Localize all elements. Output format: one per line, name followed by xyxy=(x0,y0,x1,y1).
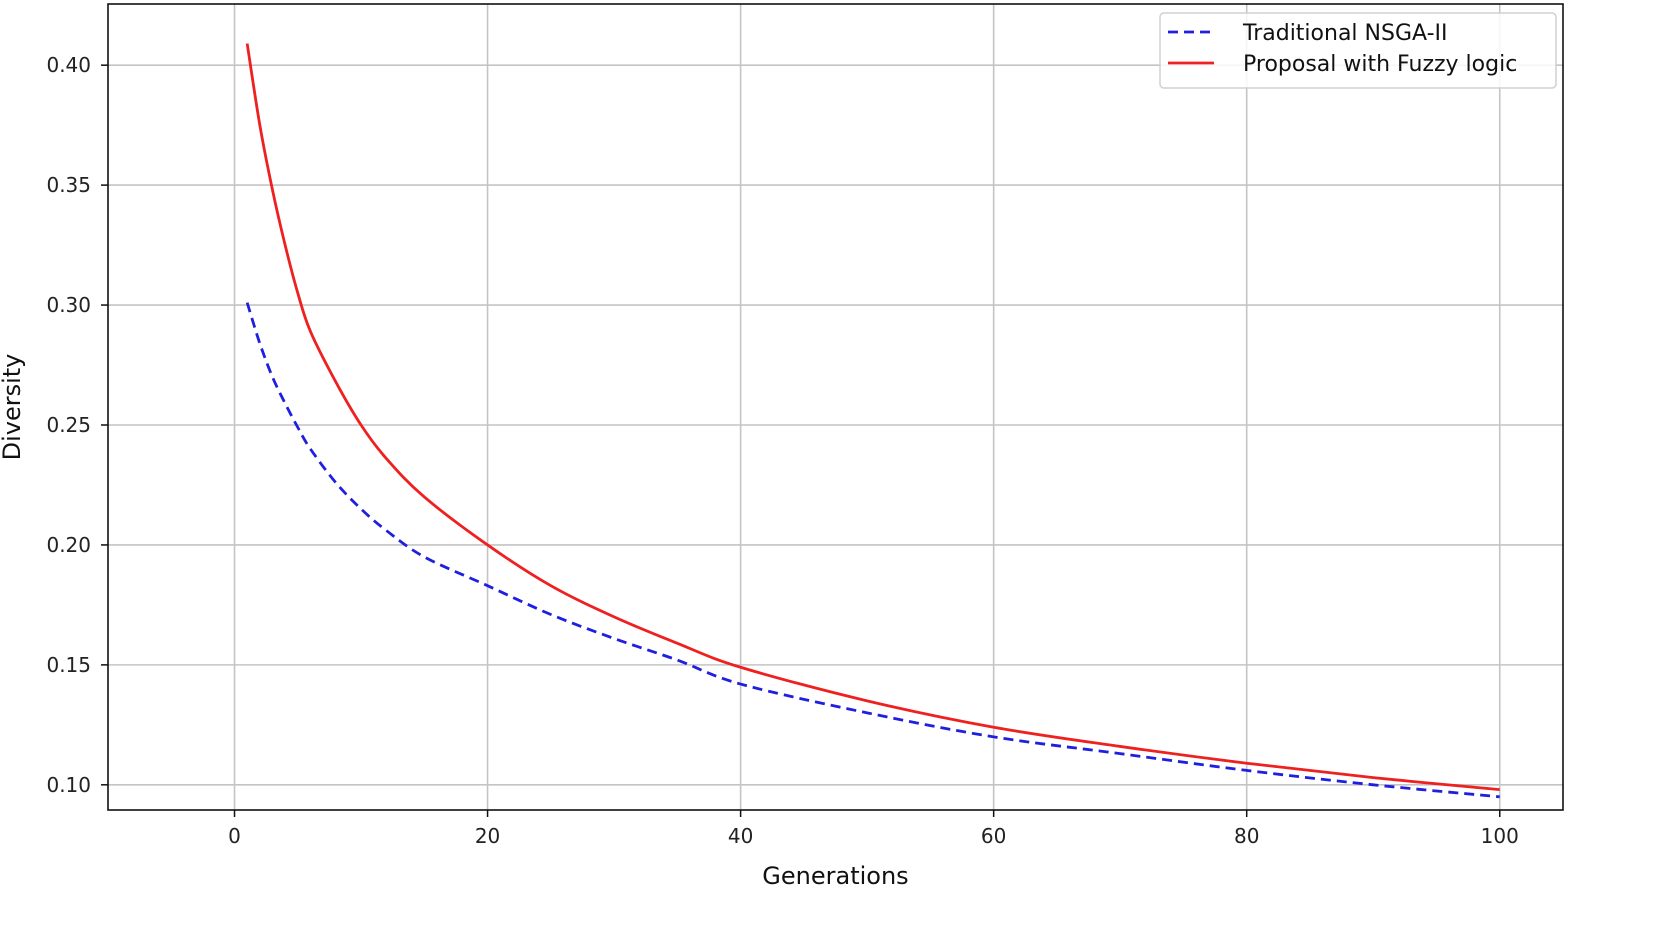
legend-label-proposal-with-fuzzy-logic: Proposal with Fuzzy logic xyxy=(1243,52,1517,77)
x-tick-label: 0 xyxy=(228,824,241,848)
y-tick-label: 0.10 xyxy=(46,773,91,797)
x-tick-label: 40 xyxy=(728,824,753,848)
series-lines xyxy=(245,43,1500,799)
grid xyxy=(108,4,1563,810)
y-tick-label: 0.30 xyxy=(46,293,91,317)
y-axis-label: Diversity xyxy=(0,354,26,461)
y-tick-label: 0.25 xyxy=(46,413,91,437)
legend-box xyxy=(1159,12,1557,89)
plot-area xyxy=(107,3,1564,811)
x-axis-label: Generations xyxy=(762,862,908,890)
x-tick-label: 100 xyxy=(1481,824,1519,848)
series-line-proposal-with-fuzzy-logic xyxy=(245,43,1500,792)
x-tick-label: 60 xyxy=(981,824,1006,848)
x-tick-label: 80 xyxy=(1234,824,1259,848)
y-tick-label: 0.20 xyxy=(46,533,91,557)
legend-label-traditional-nsga-ii: Traditional NSGA-II xyxy=(1242,21,1448,46)
legend: Traditional NSGA-II Proposal with Fuzzy … xyxy=(1159,12,1557,89)
x-tick-label: 20 xyxy=(475,824,500,848)
series-line-traditional-nsga-ii xyxy=(245,302,1500,799)
axis-ticks: 0 20 40 60 80 100 0.10 0.15 0.20 0.25 0.30 0.35 0.40 xyxy=(46,53,1518,848)
y-tick-label: 0.15 xyxy=(46,653,91,677)
y-tick-label: 0.35 xyxy=(46,173,91,197)
y-tick-label: 0.40 xyxy=(46,53,91,77)
